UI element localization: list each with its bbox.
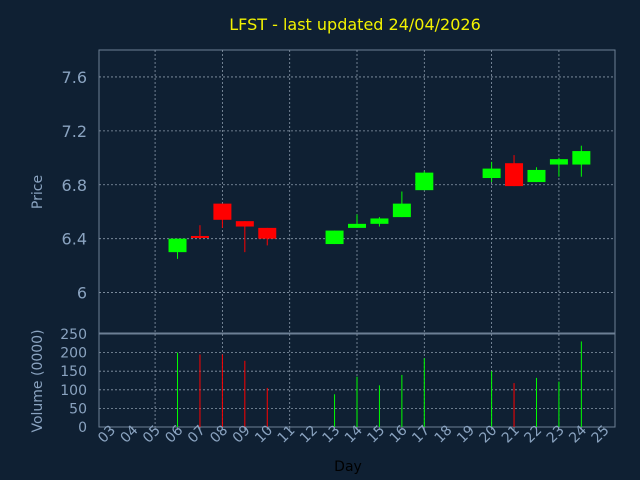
- candle: [168, 238, 187, 259]
- candle: [325, 230, 344, 245]
- candle-body: [348, 223, 366, 228]
- volume-bars: [177, 341, 582, 427]
- price-y-tick-label: 6.8: [62, 176, 87, 195]
- candle: [258, 227, 277, 246]
- volume-y-ticks: 0 50 100 150 200 250: [60, 327, 87, 436]
- price-y-tick-label: 6: [77, 284, 87, 303]
- candle-body: [527, 169, 546, 183]
- price-y-tick-label: 6.4: [62, 230, 87, 249]
- candle: [572, 145, 591, 177]
- candle: [235, 221, 254, 253]
- candle: [415, 171, 434, 191]
- candle: [482, 161, 501, 183]
- price-y-ticks: 6 6.4 6.8 7.2 7.6: [62, 68, 87, 303]
- volume-y-tick-label: 0: [78, 420, 87, 436]
- x-ticks: 0304050607080910111213141516171819202122…: [95, 422, 612, 446]
- candle-body: [235, 221, 254, 227]
- x-axis-label: Day: [334, 459, 362, 475]
- chart-title: LFST - last updated 24/04/2026: [229, 15, 481, 34]
- candle-body: [505, 163, 524, 187]
- volume-y-tick-label: 100: [60, 383, 87, 399]
- candle-body: [482, 168, 501, 179]
- candle: [370, 217, 389, 227]
- candle: [549, 157, 568, 177]
- candle-body: [370, 218, 389, 224]
- volume-y-tick-label: 150: [60, 364, 87, 380]
- candle: [505, 155, 524, 187]
- price-y-tick-label: 7.6: [62, 68, 87, 87]
- candle-body: [549, 159, 568, 165]
- candle-body: [325, 230, 344, 245]
- volume-y-tick-label: 200: [60, 346, 87, 362]
- candle: [392, 191, 411, 218]
- price-panel: 6 6.4 6.8 7.2 7.6 Price: [30, 49, 616, 334]
- candle: [527, 167, 546, 183]
- candle-body: [213, 203, 232, 220]
- candle-body: [392, 203, 411, 218]
- candle-body: [168, 238, 187, 253]
- candle-body: [190, 235, 209, 238]
- price-y-label: Price: [30, 175, 46, 209]
- candle: [213, 203, 232, 228]
- candle-body: [415, 172, 434, 191]
- price-y-tick-label: 7.2: [62, 122, 87, 141]
- candle: [190, 225, 209, 239]
- volume-y-tick-label: 250: [60, 327, 87, 343]
- candle: [348, 214, 366, 228]
- candle-body: [572, 151, 591, 165]
- candle-body: [258, 227, 277, 239]
- volume-y-tick-label: 50: [69, 401, 87, 417]
- candles: [168, 145, 591, 259]
- volume-y-label: Volume (0000): [30, 329, 46, 432]
